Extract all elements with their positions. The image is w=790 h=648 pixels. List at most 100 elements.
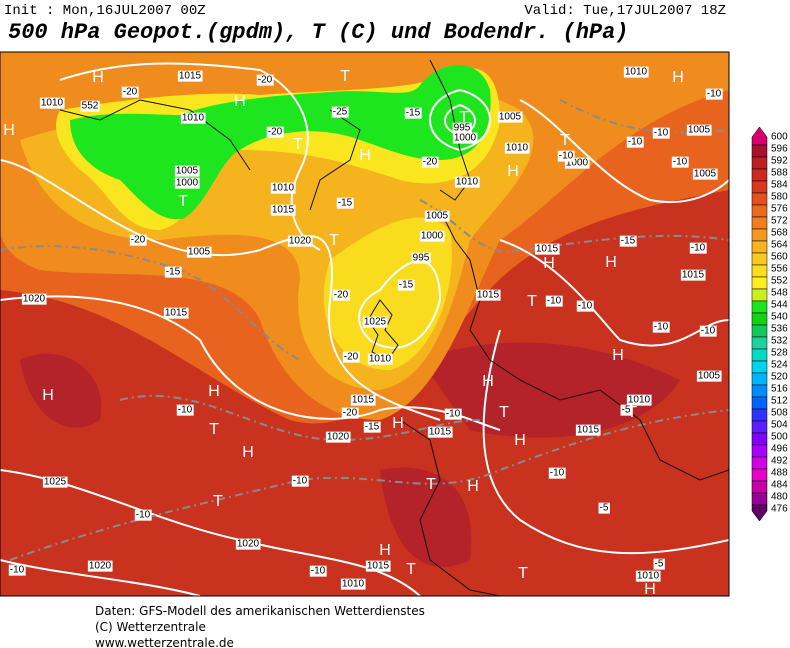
- colorbar-label: 488: [771, 468, 788, 479]
- colorbar-swatch: [751, 384, 768, 398]
- contour-label: 1015: [352, 395, 375, 406]
- label-box: [39, 97, 65, 109]
- contour-label: 1020: [89, 561, 112, 572]
- colorbar-label: 528: [771, 348, 788, 359]
- colorbar-swatch: [751, 204, 768, 218]
- colorbar-swatch: [751, 126, 768, 146]
- colorbar-swatch: [751, 420, 768, 434]
- contour-label: -10: [559, 151, 574, 162]
- colorbar-label: 592: [771, 156, 788, 167]
- colorbar-swatch: [751, 180, 768, 194]
- colorbar-swatch: [751, 336, 768, 350]
- contour-label: 1015: [272, 205, 295, 216]
- hot-region: [380, 467, 472, 568]
- pressure-center: H: [507, 163, 519, 180]
- contour-label: -20: [423, 157, 438, 168]
- colorbar-label: 516: [771, 384, 788, 395]
- colorbar-swatch: [751, 480, 768, 494]
- colorbar-label: 568: [771, 228, 788, 239]
- contour-label: 1010: [41, 98, 64, 109]
- pressure-center: T: [426, 476, 436, 493]
- colorbar-label: 500: [771, 432, 788, 443]
- colorbar-label: 476: [771, 504, 788, 515]
- contour-label: -10: [628, 137, 643, 148]
- contour-label: 1015: [536, 244, 559, 255]
- label-box: [341, 407, 359, 419]
- contour-label: -10: [136, 510, 151, 521]
- label-box: [575, 424, 601, 436]
- pressure-center: H: [514, 432, 526, 449]
- colorbar-label: 572: [771, 216, 788, 227]
- colorbar-label: 484: [771, 480, 788, 491]
- hot-region: [20, 353, 102, 428]
- label-box: [452, 132, 478, 144]
- label-box: [411, 252, 431, 264]
- label-box: [475, 289, 501, 301]
- contour-label: 1005: [688, 125, 711, 136]
- colorbar-swatch: [751, 216, 768, 230]
- contour-label: 1010: [625, 67, 648, 78]
- label-box: [367, 353, 393, 365]
- contour-label: 1000: [454, 133, 477, 144]
- label-box: [287, 235, 313, 247]
- pressure-center: H: [605, 254, 617, 271]
- isobar: [519, 99, 729, 203]
- colorbar-label: 596: [771, 144, 788, 155]
- contour-label: -10: [673, 157, 688, 168]
- pressure-center: T: [560, 132, 570, 149]
- coastline: [309, 109, 361, 211]
- label-box: [291, 475, 309, 487]
- label-box: [331, 106, 349, 118]
- label-box: [680, 269, 706, 281]
- label-box: [176, 404, 194, 416]
- label-box: [623, 66, 649, 78]
- contour-label: 1015: [477, 290, 500, 301]
- colorbar-label: 556: [771, 264, 788, 275]
- pressure-center: T: [459, 109, 469, 126]
- coastline: [59, 99, 251, 171]
- coastline: [439, 209, 729, 481]
- contour-label: -20: [123, 87, 138, 98]
- pressure-center: H: [543, 255, 555, 272]
- label-box: [548, 467, 566, 479]
- label-box: [129, 234, 147, 246]
- contour-label: 1010: [342, 579, 365, 590]
- colorbar-label: 600: [771, 132, 788, 143]
- label-box: [8, 564, 26, 576]
- contour-label: -20: [258, 75, 273, 86]
- colorbar-swatch: [751, 348, 768, 362]
- colorbar-label: 492: [771, 456, 788, 467]
- pressure-center: T: [293, 136, 303, 153]
- isotherm: [9, 409, 729, 561]
- label-box: [689, 242, 707, 254]
- label-box: [705, 88, 723, 100]
- contour-label: -20: [334, 290, 349, 301]
- label-box: [340, 578, 366, 590]
- label-box: [21, 293, 47, 305]
- contour-label: 1010: [369, 354, 392, 365]
- contour-label: 1005: [176, 166, 199, 177]
- contour-label: 1000: [421, 231, 444, 242]
- contour-label: -10: [178, 405, 193, 416]
- contour-label: 1015: [165, 308, 188, 319]
- colorbar-swatch: [751, 396, 768, 410]
- colorbar-swatch: [751, 456, 768, 470]
- contour-label: 1000: [566, 158, 589, 169]
- colorbar-label: 508: [771, 408, 788, 419]
- contour-label: -15: [166, 267, 181, 278]
- pressure-center: H: [234, 93, 246, 110]
- contour-label: -20: [131, 235, 146, 246]
- pressure-center: T: [213, 493, 223, 510]
- colorbar-swatch: [751, 192, 768, 206]
- contour-label: 1025: [44, 477, 67, 488]
- colorbar-label: 564: [771, 240, 788, 251]
- contour-label: -10: [446, 409, 461, 420]
- label-box: [164, 266, 182, 278]
- label-box: [653, 558, 665, 570]
- colorbar-label: 540: [771, 312, 788, 323]
- colorbar-swatch: [751, 276, 768, 290]
- contour-label: 1000: [176, 178, 199, 189]
- label-box: [419, 230, 445, 242]
